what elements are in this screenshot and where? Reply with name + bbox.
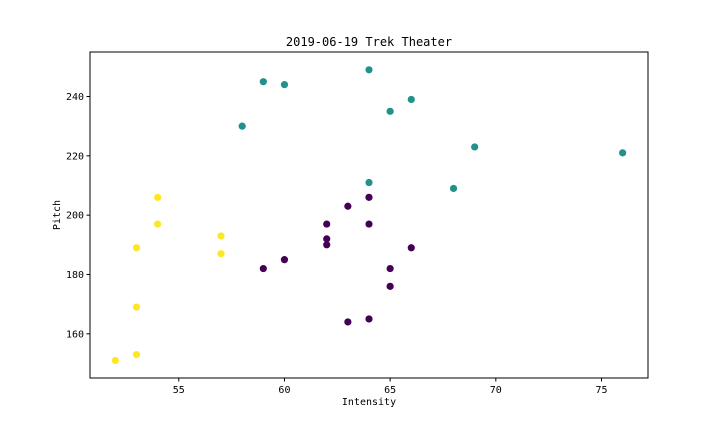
data-point-series-1	[259, 264, 267, 273]
y-tick-label: 240	[66, 92, 84, 103]
data-point-series-1	[365, 193, 373, 201]
data-point-series-1	[386, 264, 394, 273]
data-point-series-2	[449, 184, 458, 193]
x-tick-label: 65	[384, 385, 396, 396]
data-point-series-3	[132, 244, 141, 252]
data-point-series-3	[217, 250, 225, 258]
data-point-series-2	[238, 122, 246, 130]
data-point-series-3	[154, 193, 162, 201]
data-point-series-3	[111, 356, 119, 365]
data-point-series-2	[280, 81, 289, 89]
data-point-series-1	[323, 235, 331, 243]
plot-frame	[89, 51, 649, 379]
y-axis-label: Pitch	[52, 200, 63, 230]
data-point-series-1	[365, 315, 373, 323]
axis-ticks: 55 60 65 70 75 160 180 200 220 240	[66, 92, 608, 396]
y-tick-label: 220	[66, 151, 84, 162]
data-point-series-1	[407, 244, 415, 252]
data-point-series-1	[323, 220, 331, 228]
data-point-series-2	[365, 178, 373, 187]
data-point-series-2	[619, 149, 627, 157]
data-points	[111, 66, 627, 365]
y-tick-label: 180	[66, 270, 84, 281]
data-point-series-1	[386, 282, 394, 290]
data-point-series-1	[344, 318, 352, 326]
x-tick-label: 70	[490, 385, 502, 396]
x-tick-label: 60	[278, 385, 290, 396]
data-point-series-3	[132, 303, 141, 311]
data-point-series-3	[217, 232, 225, 240]
data-point-series-3	[132, 350, 141, 359]
x-tick-label: 55	[173, 385, 185, 396]
data-point-series-2	[407, 95, 415, 104]
x-tick-label: 75	[595, 385, 607, 396]
data-point-series-2	[386, 107, 394, 115]
data-point-series-1	[280, 256, 289, 264]
data-point-series-1	[323, 241, 331, 249]
data-point-series-2	[365, 66, 373, 74]
data-point-series-1	[344, 202, 352, 210]
y-tick-label: 200	[66, 211, 84, 222]
data-point-series-2	[471, 143, 479, 151]
data-point-series-1	[365, 220, 373, 228]
data-point-series-3	[154, 220, 162, 228]
y-tick-label: 160	[66, 329, 84, 340]
chart-title: 2019-06-19 Trek Theater	[286, 35, 452, 49]
data-point-series-2	[259, 78, 267, 86]
x-axis-label: Intensity	[342, 397, 396, 408]
